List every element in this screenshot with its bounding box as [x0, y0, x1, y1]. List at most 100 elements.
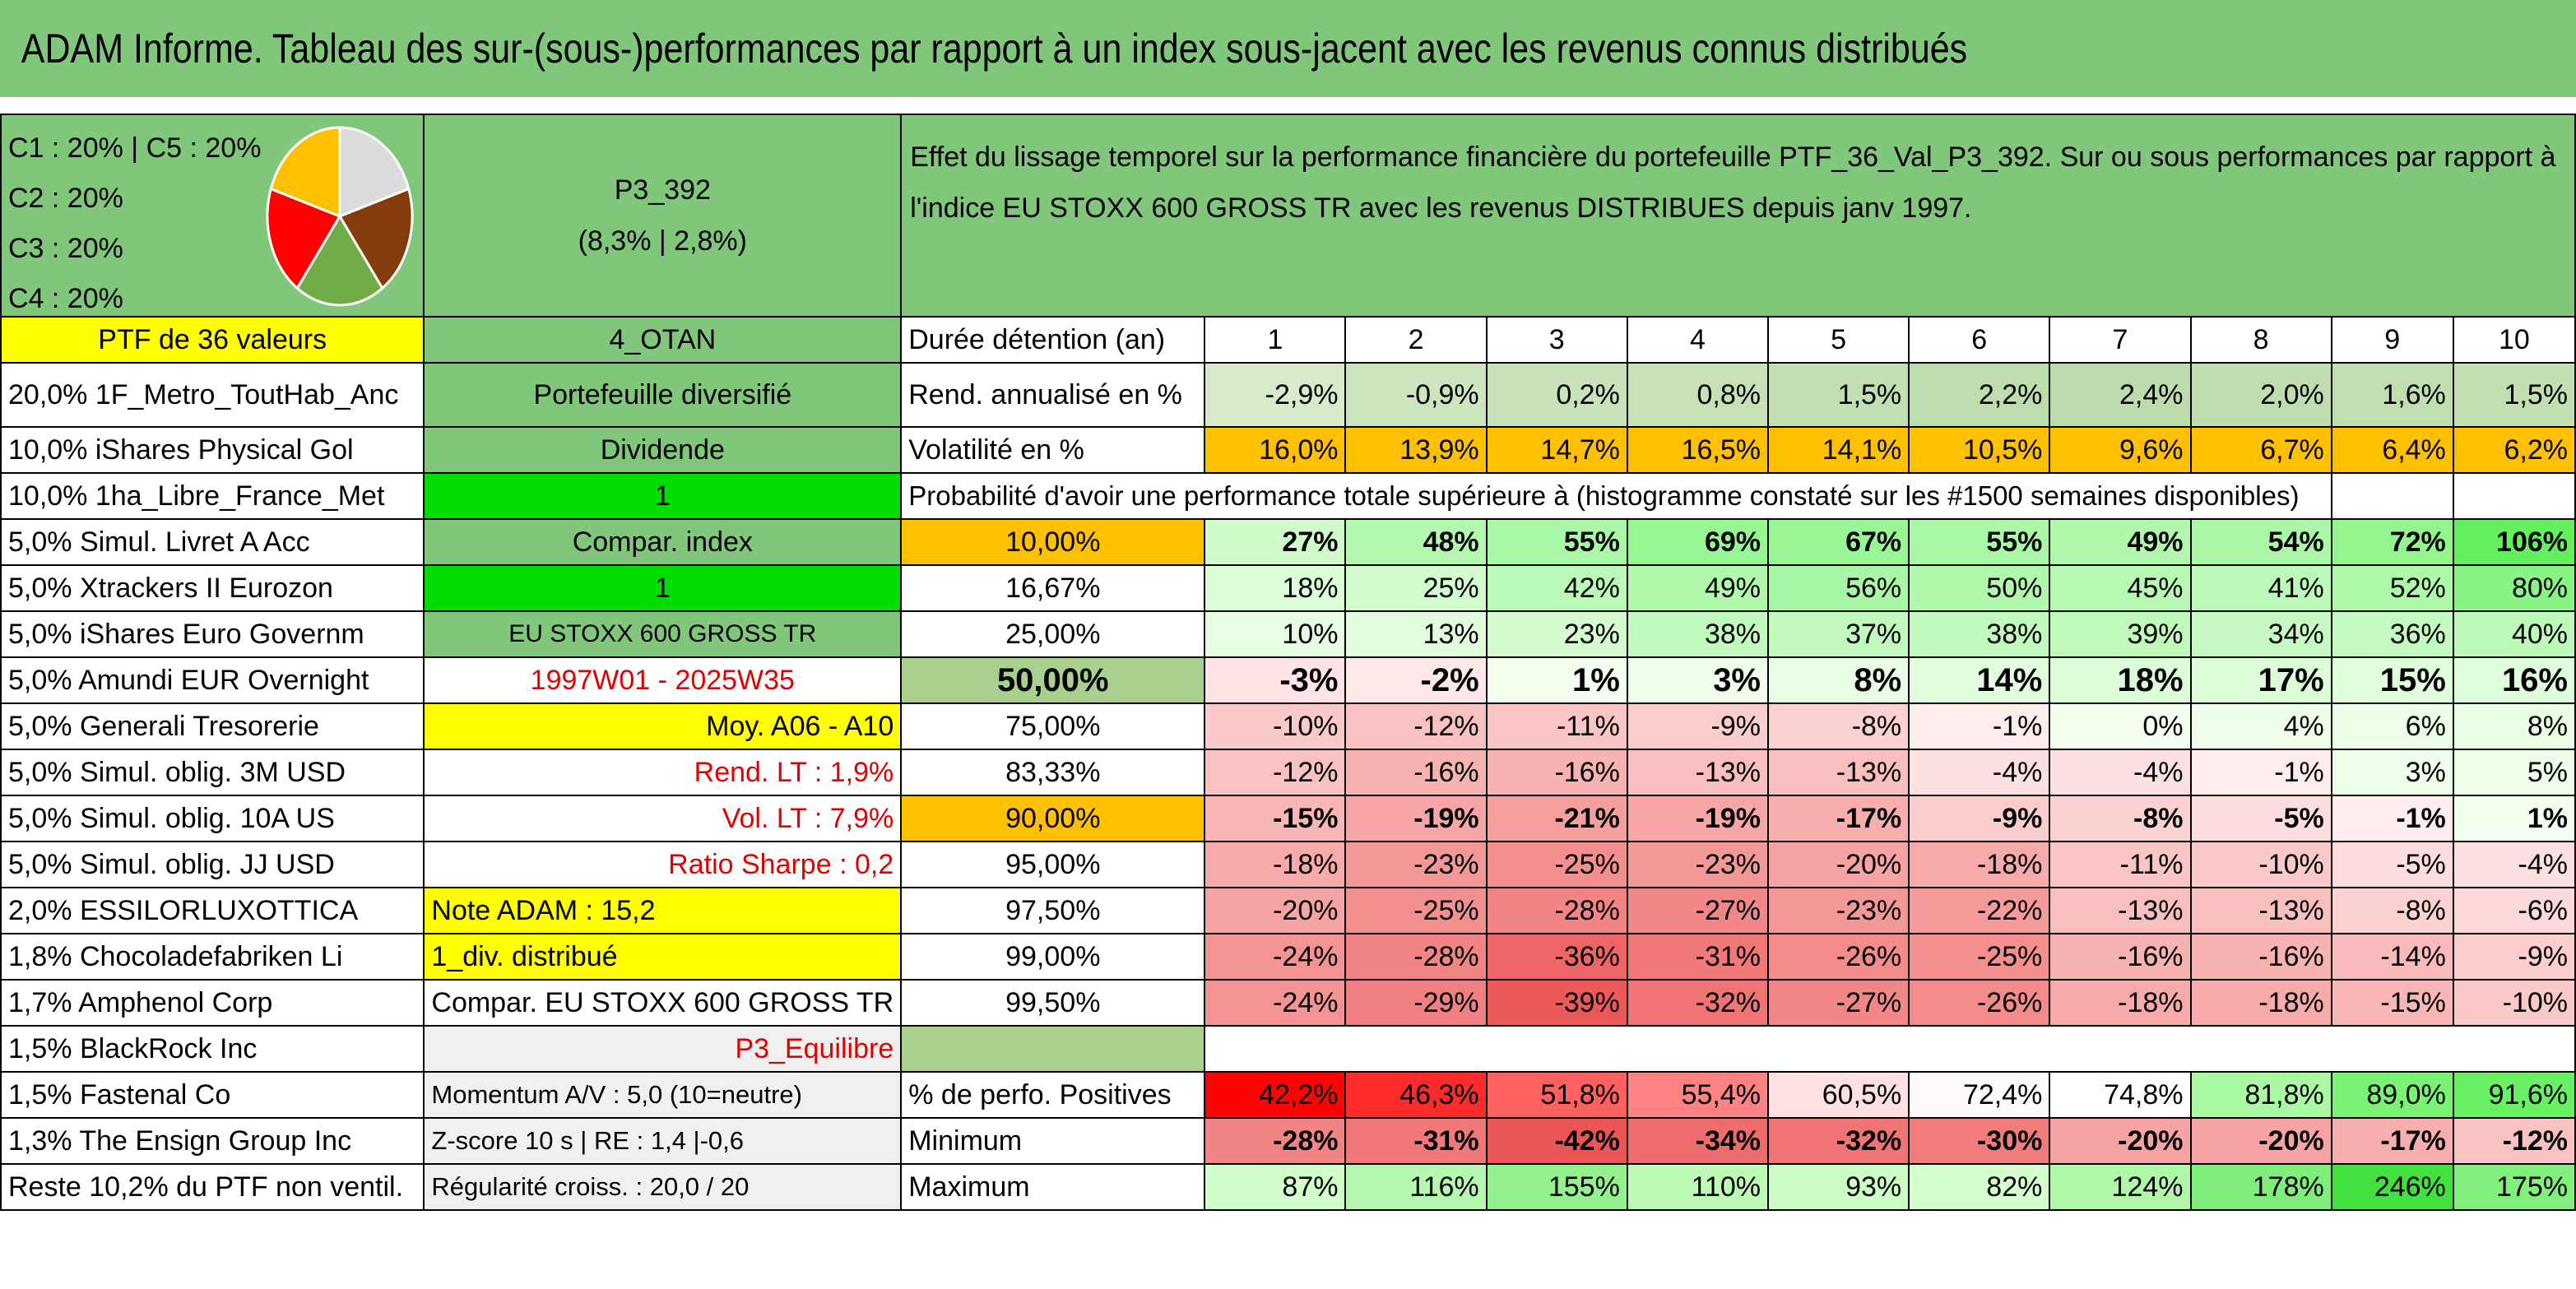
- percentile-value: -9%: [1626, 702, 1770, 750]
- positive-value: 55,4%: [1626, 1071, 1770, 1119]
- percentile-value: 36%: [2330, 610, 2454, 658]
- info-cell: Ratio Sharpe : 0,2: [423, 841, 903, 888]
- minimum-value: -32%: [1766, 1117, 1910, 1165]
- percentile-value: -20%: [1204, 887, 1347, 934]
- pie-label: C3 : 20%: [8, 233, 123, 264]
- percentile-value: -25%: [1485, 841, 1628, 888]
- percentile-value: 48%: [1344, 518, 1488, 566]
- probability-label: Probabilité d'avoir une performance tota…: [900, 472, 2332, 520]
- percentile-value: 49%: [1626, 564, 1770, 612]
- holding-row-label: 5,0% Simul. oblig. 10A US: [0, 795, 425, 842]
- info-cell: Compar. EU STOXX 600 GROSS TR: [423, 979, 903, 1027]
- percentile-value: 56%: [1766, 564, 1910, 612]
- info-cell: Vol. LT : 7,9%: [423, 795, 903, 842]
- return-value: 2,2%: [1908, 362, 2051, 428]
- percentile-value: 14%: [1908, 656, 2051, 704]
- holding-row-label: Reste 10,2% du PTF non ventil.: [0, 1163, 425, 1211]
- title-bar: ADAM Informe. Tableau des sur-(sous-)per…: [0, 0, 2576, 97]
- return-value: 1,6%: [2330, 362, 2454, 428]
- minimum-value: -28%: [1204, 1117, 1347, 1165]
- percentile-value: -21%: [1485, 795, 1628, 842]
- percentile-value: -23%: [1626, 841, 1770, 888]
- percentile-value: -19%: [1344, 795, 1488, 842]
- return-value: 1,5%: [1766, 362, 1910, 428]
- portfolio-type: Portefeuille diversifié: [423, 362, 903, 428]
- percentile-value: 49%: [2049, 518, 2192, 566]
- percentile-value: -12%: [1344, 702, 1488, 750]
- empty-cell: [2452, 472, 2576, 520]
- percentile-value: -28%: [1485, 887, 1628, 934]
- percentile-value: -13%: [2189, 887, 2332, 934]
- percentile-label: 16,67%: [900, 564, 1206, 612]
- percentile-value: 38%: [1908, 610, 2051, 658]
- ptf-count: PTF de 36 valeurs: [0, 316, 425, 364]
- percentile-value: -6%: [2452, 887, 2576, 934]
- percentile-value: 52%: [2330, 564, 2454, 612]
- volatility-label: Volatilité en %: [900, 426, 1206, 474]
- percentile-value: 69%: [1626, 518, 1770, 566]
- volatility-value: 6,4%: [2330, 426, 2454, 474]
- percentile-value: -1%: [2330, 795, 2454, 842]
- percentile-value: 34%: [2189, 610, 2332, 658]
- percentile-value: -28%: [1344, 933, 1488, 981]
- percentile-value: -1%: [1908, 702, 2051, 750]
- volatility-value: 14,1%: [1766, 426, 1910, 474]
- percentile-value: -19%: [1626, 795, 1770, 842]
- percentile-value: 80%: [2452, 564, 2576, 612]
- maximum-value: 110%: [1626, 1163, 1770, 1211]
- positive-value: 51,8%: [1485, 1071, 1628, 1119]
- empty-cell: [900, 1025, 1206, 1073]
- return-value: 0,8%: [1626, 362, 1770, 428]
- momentum-label: Momentum A/V : 5,0 (10=neutre): [423, 1071, 903, 1119]
- percentile-label: 99,50%: [900, 979, 1206, 1027]
- portfolio-header: P3_392 (8,3% | 2,8%): [423, 114, 903, 318]
- percentile-value: 10%: [1204, 610, 1347, 658]
- volatility-value: 14,7%: [1485, 426, 1628, 474]
- minimum-value: -34%: [1626, 1117, 1770, 1165]
- return-value: 2,4%: [2049, 362, 2192, 428]
- empty-cell: [1204, 1025, 2576, 1073]
- percentile-value: 0%: [2049, 702, 2192, 750]
- percentile-value: -25%: [1908, 933, 2051, 981]
- portfolio-perf: (8,3% | 2,8%): [578, 225, 747, 257]
- year-header: 5: [1766, 316, 1910, 364]
- holding-row-label: 20,0% 1F_Metro_ToutHab_Anc: [0, 362, 425, 428]
- percentile-value: -22%: [1908, 887, 2051, 934]
- percentile-value: 3%: [1626, 656, 1770, 704]
- percentile-value: 37%: [1766, 610, 1910, 658]
- info-cell: Rend. LT : 1,9%: [423, 749, 903, 796]
- percentile-value: -26%: [1766, 933, 1910, 981]
- year-header: 3: [1485, 316, 1628, 364]
- percentile-value: -23%: [1344, 841, 1488, 888]
- income-type: Dividende: [423, 426, 903, 474]
- positive-value: 46,3%: [1344, 1071, 1488, 1119]
- info-cell: 1997W01 - 2025W35: [423, 656, 903, 704]
- percentile-value: -8%: [1766, 702, 1910, 750]
- percentile-value: 42%: [1485, 564, 1628, 612]
- volatility-value: 10,5%: [1908, 426, 2051, 474]
- maximum-value: 175%: [2452, 1163, 2576, 1211]
- positive-value: 74,8%: [2049, 1071, 2192, 1119]
- percentile-value: 3%: [2330, 749, 2454, 796]
- minimum-value: -17%: [2330, 1117, 2454, 1165]
- pie-label: C1 : 20% | C5 : 20%: [8, 132, 262, 164]
- percentile-value: -9%: [1908, 795, 2051, 842]
- percentile-value: 17%: [2189, 656, 2332, 704]
- percentile-value: -16%: [1344, 749, 1488, 796]
- category-label: 4_OTAN: [423, 316, 903, 364]
- percentile-value: -18%: [1204, 841, 1347, 888]
- minimum-value: -20%: [2189, 1117, 2332, 1165]
- percentile-value: 8%: [1766, 656, 1910, 704]
- volatility-value: 13,9%: [1344, 426, 1488, 474]
- percentile-value: -10%: [2189, 841, 2332, 888]
- info-cell: Note ADAM : 15,2: [423, 887, 903, 934]
- positive-label: % de perfo. Positives: [900, 1071, 1206, 1119]
- holding-row-label: 5,0% iShares Euro Governm: [0, 610, 425, 658]
- return-value: -0,9%: [1344, 362, 1488, 428]
- percentile-value: -4%: [2452, 841, 2576, 888]
- minimum-value: -12%: [2452, 1117, 2576, 1165]
- percentile-value: -18%: [1908, 841, 2051, 888]
- regularity-label: Régularité croiss. : 20,0 / 20: [423, 1163, 903, 1211]
- minimum-value: -42%: [1485, 1117, 1628, 1165]
- percentile-label: 83,33%: [900, 749, 1206, 796]
